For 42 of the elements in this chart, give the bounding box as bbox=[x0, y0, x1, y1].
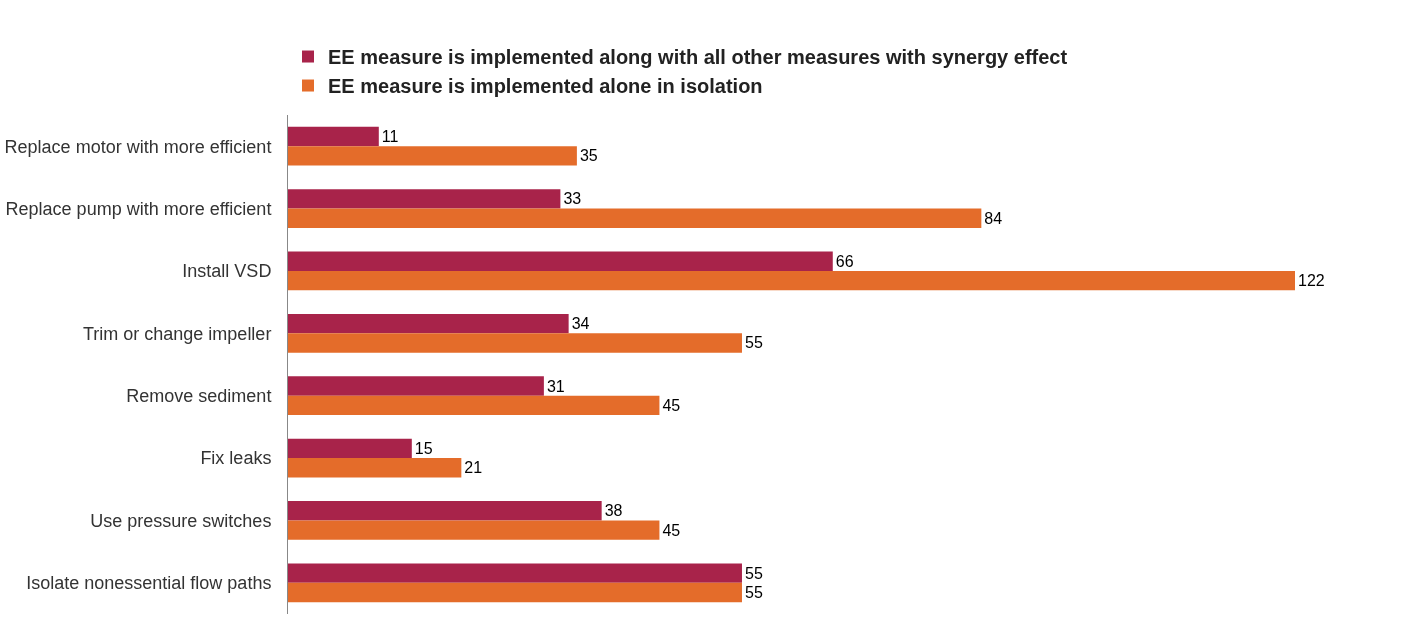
legend-label: EE measure is implemented alone in isolation bbox=[328, 75, 763, 98]
data-label: 34 bbox=[571, 315, 590, 333]
bar bbox=[288, 458, 462, 478]
bar bbox=[288, 251, 833, 271]
bar bbox=[288, 563, 742, 583]
data-label: 38 bbox=[604, 502, 623, 520]
data-label: 122 bbox=[1298, 272, 1325, 290]
bar bbox=[288, 376, 544, 396]
y-tick-label: Trim or change impeller bbox=[82, 323, 272, 344]
y-tick-label: Remove sediment bbox=[126, 385, 272, 406]
data-label: 66 bbox=[835, 252, 854, 270]
bar bbox=[288, 126, 379, 147]
bar bbox=[288, 582, 742, 603]
data-label: 15 bbox=[414, 439, 433, 457]
data-label: 84 bbox=[984, 209, 1003, 227]
data-label: 45 bbox=[662, 396, 681, 414]
bar bbox=[288, 520, 660, 540]
data-label: 21 bbox=[464, 459, 483, 477]
bar bbox=[288, 189, 561, 209]
data-label: 31 bbox=[546, 377, 565, 395]
bar bbox=[288, 438, 412, 459]
bar bbox=[288, 270, 1295, 291]
bar bbox=[288, 208, 982, 228]
y-tick-label: Fix leaks bbox=[200, 448, 272, 469]
bar bbox=[288, 395, 660, 416]
data-label: 45 bbox=[662, 521, 681, 539]
data-label: 55 bbox=[744, 583, 763, 601]
data-label: 11 bbox=[381, 128, 399, 146]
data-label: 35 bbox=[579, 147, 598, 165]
data-label: 33 bbox=[563, 190, 582, 208]
bar bbox=[288, 501, 602, 521]
data-label: 55 bbox=[744, 334, 763, 352]
y-tick-label: Replace pump with more efficient bbox=[5, 198, 272, 219]
legend-label: EE measure is implemented along with all other measures with synergy effect bbox=[328, 46, 1068, 69]
y-tick-label: Isolate nonessential flow paths bbox=[26, 573, 272, 594]
y-tick-label: Use pressure switches bbox=[90, 510, 272, 531]
bar bbox=[288, 313, 569, 334]
bar bbox=[288, 333, 742, 353]
y-tick-label: Install VSD bbox=[182, 261, 272, 282]
bar bbox=[288, 146, 577, 166]
data-label: 55 bbox=[744, 564, 763, 582]
y-tick-label: Replace motor with more efficient bbox=[4, 136, 272, 157]
